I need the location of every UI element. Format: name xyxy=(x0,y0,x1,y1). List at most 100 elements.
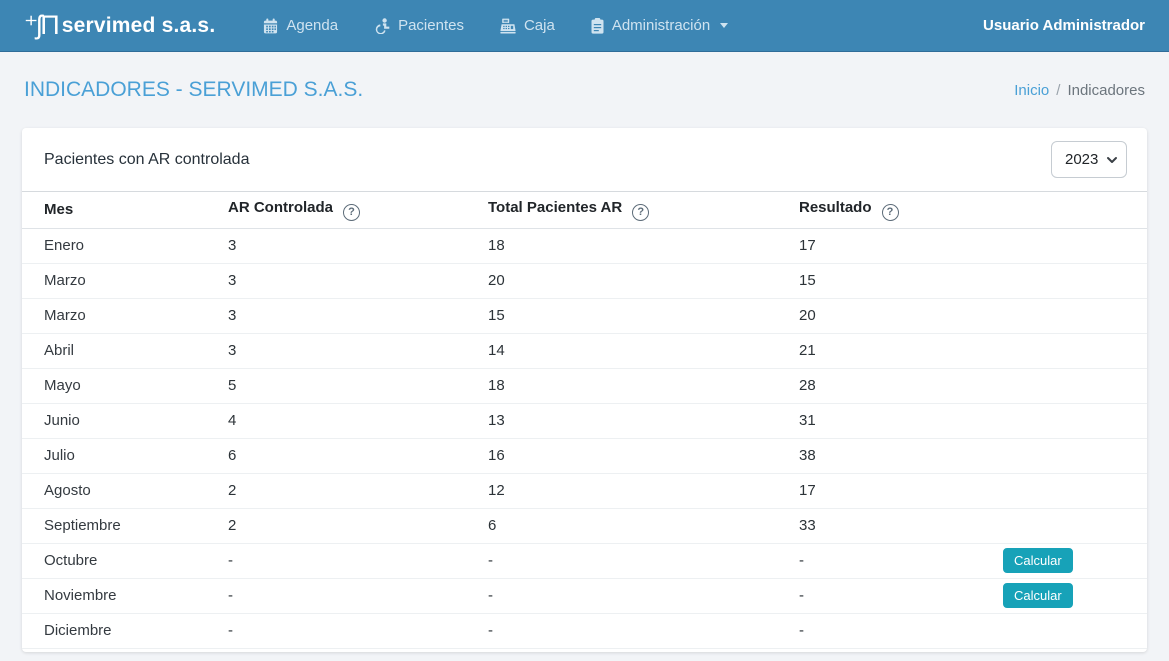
nav-label-pacientes: Pacientes xyxy=(398,17,464,34)
brand-logo-icon: ⁺ʃΠ xyxy=(24,10,60,40)
cell-total-pacientes: 18 xyxy=(488,368,799,404)
cell-total-pacientes: - xyxy=(488,543,799,579)
cell-mes: Enero xyxy=(22,228,228,264)
table-row: Abril 3 14 21 xyxy=(22,333,1147,369)
table-row: Diciembre - - - xyxy=(22,613,1147,649)
table-row: Octubre - - - Calcular xyxy=(22,543,1147,579)
table-row: Noviembre - - - Calcular xyxy=(22,578,1147,614)
cell-action: Calcular xyxy=(981,543,1147,579)
cell-action xyxy=(981,508,1147,544)
cell-total-pacientes: 16 xyxy=(488,438,799,474)
cell-total-pacientes: 13 xyxy=(488,403,799,439)
brand-logo[interactable]: ⁺ʃΠ servimed s.a.s. xyxy=(24,12,215,39)
cell-total-pacientes: 15 xyxy=(488,298,799,334)
cell-ar-controlada: - xyxy=(228,613,488,649)
patient-icon xyxy=(374,17,390,34)
help-icon[interactable]: ? xyxy=(632,203,650,221)
cell-action: Calcular xyxy=(981,578,1147,614)
cell-mes: Noviembre xyxy=(22,578,228,614)
table-row: Julio 6 16 38 xyxy=(22,438,1147,474)
cell-action xyxy=(981,368,1147,404)
page-title: INDICADORES - SERVIMED S.A.S. xyxy=(24,78,364,101)
breadcrumb-separator: / xyxy=(1056,81,1061,99)
cell-resultado: 21 xyxy=(799,333,981,369)
nav-item-administracion[interactable]: Administración xyxy=(591,17,729,34)
nav-item-agenda[interactable]: Agenda xyxy=(263,17,338,34)
cell-action xyxy=(981,333,1147,369)
cell-mes: Junio xyxy=(22,403,228,439)
cell-total-pacientes: 20 xyxy=(488,263,799,299)
col-header-ar-controlada: AR Controlada? xyxy=(228,192,488,229)
cell-resultado: 31 xyxy=(799,403,981,439)
cell-mes: Octubre xyxy=(22,543,228,579)
cell-ar-controlada: 6 xyxy=(228,438,488,474)
cell-resultado: 15 xyxy=(799,263,981,299)
cell-resultado: 20 xyxy=(799,298,981,334)
cell-mes: Septiembre xyxy=(22,508,228,544)
cell-ar-controlada: 3 xyxy=(228,228,488,264)
table-row: Enero 3 18 17 xyxy=(22,228,1147,264)
col-header-mes: Mes xyxy=(22,192,228,229)
calcular-button[interactable]: Calcular xyxy=(1003,548,1073,573)
table-header-row: Mes AR Controlada? Total Pacientes AR? R… xyxy=(22,192,1147,229)
col-header-actions xyxy=(981,192,1147,229)
nav-item-pacientes[interactable]: Pacientes xyxy=(374,17,464,34)
clipboard-icon xyxy=(591,17,604,34)
cell-resultado: 28 xyxy=(799,368,981,404)
table-row: Junio 4 13 31 xyxy=(22,403,1147,439)
table-row: Marzo 3 20 15 xyxy=(22,263,1147,299)
cell-ar-controlada: 5 xyxy=(228,368,488,404)
cell-mes: Marzo xyxy=(22,298,228,334)
year-select[interactable]: 2023 xyxy=(1051,141,1127,178)
cash-register-icon xyxy=(500,18,516,34)
col-header-resultado: Resultado? xyxy=(799,192,981,229)
cell-resultado: - xyxy=(799,613,981,649)
year-select-wrap: 2023 xyxy=(1051,141,1127,178)
indicator-card: Pacientes con AR controlada 2023 Mes AR … xyxy=(22,128,1147,652)
top-navbar: ⁺ʃΠ servimed s.a.s. Agenda xyxy=(0,0,1169,52)
nav-item-caja[interactable]: Caja xyxy=(500,17,555,34)
table-row: Agosto 2 12 17 xyxy=(22,473,1147,509)
cell-mes: Mayo xyxy=(22,368,228,404)
breadcrumb-home-link[interactable]: Inicio xyxy=(1014,81,1050,99)
calcular-button[interactable]: Calcular xyxy=(1003,583,1073,608)
help-icon[interactable]: ? xyxy=(343,203,360,221)
cell-action xyxy=(981,298,1147,334)
page-header: INDICADORES - SERVIMED S.A.S. Inicio / I… xyxy=(0,52,1169,128)
nav-label-administracion: Administración xyxy=(611,17,711,34)
cell-resultado: 17 xyxy=(799,228,981,264)
brand-name: servimed s.a.s. xyxy=(61,13,216,37)
breadcrumb-current: Indicadores xyxy=(1067,81,1145,99)
cell-action xyxy=(981,228,1147,264)
cell-ar-controlada: - xyxy=(228,543,488,579)
cell-resultado: - xyxy=(799,543,981,579)
nav-label-agenda: Agenda xyxy=(286,17,339,34)
cell-total-pacientes: - xyxy=(488,578,799,614)
cell-action xyxy=(981,263,1147,299)
indicators-table: Mes AR Controlada? Total Pacientes AR? R… xyxy=(22,192,1147,649)
cell-resultado: 17 xyxy=(799,473,981,509)
cell-total-pacientes: - xyxy=(488,613,799,649)
cell-action xyxy=(981,403,1147,439)
cell-resultado: - xyxy=(799,578,981,614)
cell-action xyxy=(981,473,1147,509)
cell-resultado: 33 xyxy=(799,508,981,544)
table-row: Marzo 3 15 20 xyxy=(22,298,1147,334)
card-header: Pacientes con AR controlada 2023 xyxy=(22,128,1147,192)
cell-resultado: 38 xyxy=(799,438,981,474)
card-title: Pacientes con AR controlada xyxy=(44,150,250,168)
calendar-icon xyxy=(263,18,278,34)
cell-ar-controlada: 3 xyxy=(228,263,488,299)
cell-ar-controlada: 2 xyxy=(228,473,488,509)
help-icon[interactable]: ? xyxy=(881,203,899,221)
nav-label-caja: Caja xyxy=(523,17,555,34)
cell-mes: Julio xyxy=(22,438,228,474)
main-nav: Agenda Pacientes xyxy=(263,17,729,34)
cell-total-pacientes: 6 xyxy=(488,508,799,544)
cell-ar-controlada: 3 xyxy=(228,333,488,369)
cell-action xyxy=(981,438,1147,474)
cell-total-pacientes: 14 xyxy=(488,333,799,369)
user-menu[interactable]: Usuario Administrador xyxy=(983,17,1145,34)
chevron-down-icon xyxy=(720,23,729,28)
cell-ar-controlada: 2 xyxy=(228,508,488,544)
